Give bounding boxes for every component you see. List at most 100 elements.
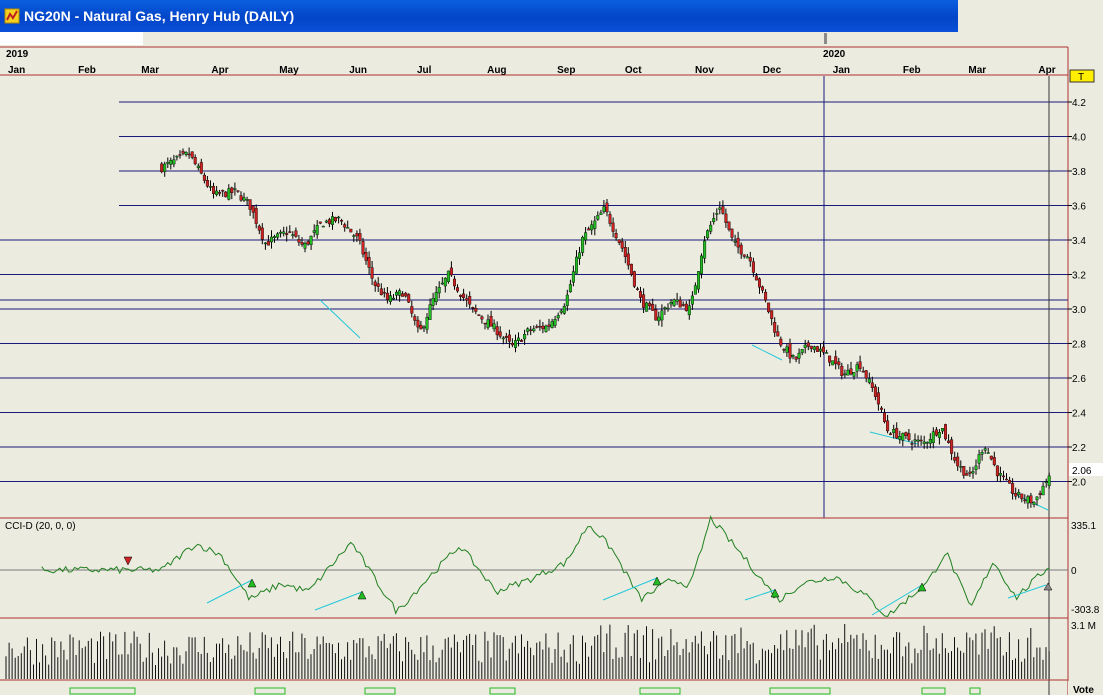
candle-body [867, 378, 871, 383]
candle-body [517, 337, 521, 341]
candle-body [498, 331, 502, 337]
cci-tick-zero: 0 [1071, 566, 1077, 577]
candle-body [687, 305, 691, 316]
month-label: Dec [763, 65, 782, 76]
candle-body [309, 235, 313, 245]
price-tick-label: 2.2 [1072, 443, 1086, 454]
trend-line [319, 299, 361, 339]
candle-body [706, 230, 710, 239]
candle-body [727, 221, 731, 230]
candle-body [334, 216, 338, 222]
candle-body [791, 355, 795, 357]
candle-body [779, 338, 783, 346]
candle-body [968, 471, 972, 474]
candle-body [803, 344, 807, 348]
horizontal-scrollbar[interactable] [0, 32, 143, 45]
candle-body [913, 439, 917, 442]
candle-body [742, 254, 746, 257]
candle-body [199, 162, 203, 174]
candle-body [617, 239, 621, 243]
candle-body [672, 299, 676, 306]
cci-trend-line [744, 589, 776, 601]
candle-body [977, 454, 981, 464]
candle-body [1041, 485, 1045, 496]
candle-body [437, 287, 441, 294]
candle-body [340, 219, 344, 222]
candle-body [337, 216, 341, 219]
candle-body [446, 270, 450, 283]
candle-body [794, 356, 798, 360]
candle-body [364, 251, 368, 261]
candle-body [571, 271, 575, 283]
candle-body [398, 290, 402, 296]
month-label: Jan [8, 65, 25, 76]
candle-body [870, 382, 874, 388]
marker-tag[interactable] [1069, 69, 1095, 83]
month-label: Jan [833, 65, 850, 76]
candle-body [184, 151, 188, 155]
candle-body [980, 452, 984, 455]
candle-body [587, 228, 591, 231]
candle-body [501, 337, 505, 340]
candle-body [611, 222, 615, 232]
month-label: Sep [557, 65, 575, 76]
scrollbar-thumb[interactable] [824, 33, 827, 44]
candle-body [449, 267, 453, 276]
candle-body [327, 219, 331, 225]
candle-body [858, 361, 862, 369]
month-label: Apr [1038, 65, 1055, 76]
signal-strip-bar [69, 687, 136, 695]
candle-body [880, 407, 884, 410]
candle-body [648, 302, 652, 307]
candle-body [541, 325, 545, 330]
candle-body [636, 288, 640, 290]
last-price-label: 2.06 [1072, 466, 1092, 477]
candle-body [349, 228, 353, 233]
candle-body [224, 191, 228, 198]
candle-body [239, 195, 243, 201]
candle-body [889, 433, 893, 435]
candle-body [270, 236, 274, 243]
candle-body [632, 271, 636, 287]
window-titlebar [0, 0, 958, 32]
candle-body [370, 267, 374, 279]
candle-body [318, 221, 322, 224]
month-label: Oct [625, 65, 642, 76]
candle-body [227, 188, 231, 200]
candle-body [166, 161, 170, 164]
candle-body [288, 231, 292, 233]
candle-body [425, 317, 429, 330]
candle-body [1026, 496, 1030, 504]
candle-body [825, 352, 829, 354]
candle-body [523, 334, 527, 340]
candle-body [697, 271, 701, 290]
candle-body [221, 189, 225, 192]
candle-body [553, 319, 557, 326]
month-label: Feb [903, 65, 921, 76]
candle-body [483, 322, 487, 325]
candle-body [819, 348, 823, 352]
candle-body [718, 207, 722, 210]
candle-body [599, 212, 603, 215]
candle-body [178, 154, 182, 156]
candle-body [700, 255, 704, 274]
candle-body [468, 296, 472, 305]
candle-body [892, 429, 896, 433]
candle-body [382, 292, 386, 294]
year-label-2019: 2019 [6, 49, 29, 60]
candle-body [1038, 493, 1042, 495]
candle-body [925, 442, 929, 444]
price-tick-label: 3.4 [1072, 236, 1086, 247]
candle-body [1011, 483, 1015, 494]
candle-body [187, 153, 191, 156]
candle-body [754, 275, 758, 281]
candle-body [312, 230, 316, 233]
marker-tag-label: T [1078, 72, 1084, 83]
candle-body [998, 473, 1002, 476]
candle-body [675, 299, 679, 302]
candle-body [886, 420, 890, 432]
candle-body [861, 370, 865, 373]
candle-body [562, 306, 566, 314]
candle-body [462, 293, 466, 298]
vote-button[interactable] [1068, 681, 1103, 695]
